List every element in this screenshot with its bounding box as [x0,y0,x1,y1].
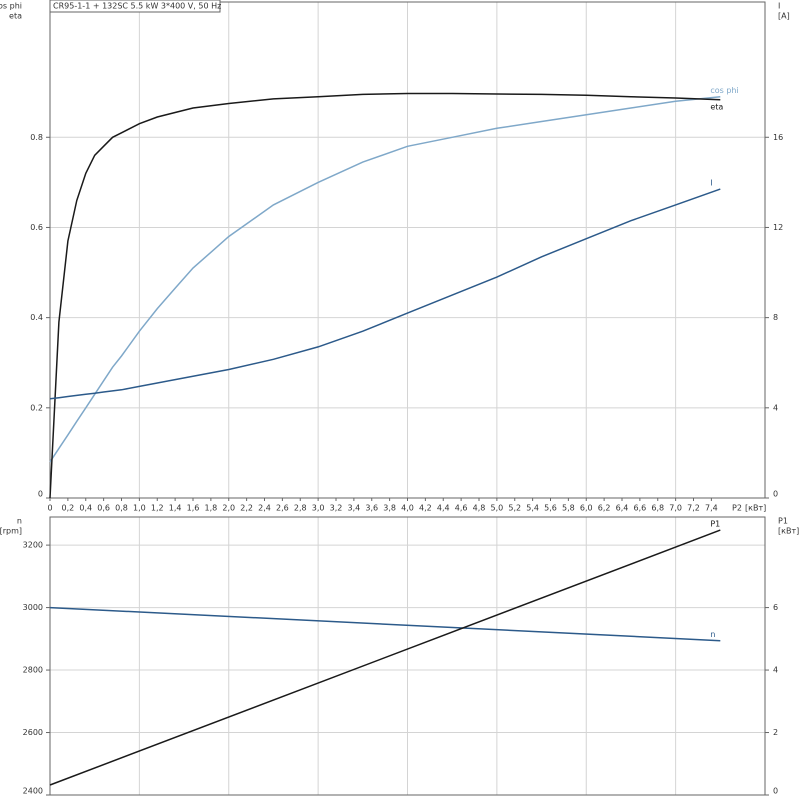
y-tick-label: 2800 [23,666,43,675]
y-tick-label: 2600 [23,728,43,737]
y-tick-label: 0.2 [30,403,43,412]
series-line [49,529,721,786]
x-tick-label: 1,6 [187,504,200,513]
x-tick-label: 7,0 [669,504,682,513]
chart-title: CR95-1-1 + 132SC 5.5 kW 3*400 V, 50 Hz [53,2,221,11]
y-tick-label: 0.4 [30,313,43,322]
x-tick-label: 5,4 [526,504,539,513]
y-tick-label: 3000 [23,603,43,612]
series-label: eta [710,102,723,111]
y2-tick-label: 8 [773,313,778,322]
y2-tick-label: 16 [773,133,783,142]
x-tick-label: 1,0 [133,504,146,513]
y-tick-label: 3200 [23,541,43,550]
x-tick-label: 2,6 [276,504,289,513]
x-tick-label: 4,8 [473,504,486,513]
y2-axis-label: P1 [778,517,788,526]
x-tick-label: 0,6 [97,504,110,513]
x-tick-label: 3,4 [348,504,361,513]
x-axis-label: [кВт] [745,504,766,513]
x-tick-label: 7,4 [705,504,718,513]
y2-tick-label: 4 [773,666,778,675]
x-tick-label: 0,8 [115,504,128,513]
x-tick-label: 3,8 [383,504,396,513]
series-label: n [710,630,715,639]
x-tick-label: 0 [47,504,52,513]
y-axis-label: cos phi [0,2,22,11]
x-tick-label: 2,4 [258,504,271,513]
x-tick-label: 3,6 [365,504,378,513]
x-tick-label: 0,2 [62,504,75,513]
x-tick-label: 5,8 [562,504,575,513]
x-tick-label: 4,6 [455,504,468,513]
y-axis-label: n [17,517,22,526]
x-axis-label: P2 [732,504,742,513]
title-box [49,0,221,13]
x-tick-label: 2,0 [222,504,235,513]
x-tick-label: 4,2 [419,504,432,513]
series-line [49,188,721,400]
y2-tick-label: 4 [773,403,778,412]
x-tick-label: 2,2 [240,504,253,513]
x-tick-label: 4,0 [401,504,414,513]
y2-axis-label: [A] [778,12,790,21]
x-tick-label: 4,4 [437,504,450,513]
y2-tick-label: 12 [773,223,783,232]
x-tick-label: 3,0 [312,504,325,513]
y-tick-label: 0.6 [30,223,43,232]
y2-axis-label: I [778,2,780,11]
x-tick-label: 1,8 [205,504,218,513]
series-line [49,95,721,463]
series-line [49,606,721,642]
plot-frame [49,516,766,796]
y-tick-label: 0.8 [30,133,43,142]
x-tick-label: 6,8 [651,504,664,513]
series-label: I [710,179,712,188]
x-tick-label: 5,2 [508,504,521,513]
series-line [49,92,721,499]
x-tick-label: 0,4 [79,504,92,513]
y2-tick-label: 6 [773,603,778,612]
x-tick-label: 1,2 [151,504,164,513]
x-tick-label: 5,0 [491,504,504,513]
y2-tick-label: 0 [773,787,778,796]
y-tick-label: 0 [38,490,43,499]
y-axis-label: [rpm] [0,527,22,536]
x-tick-label: 1,4 [169,504,182,513]
x-tick-label: 3,2 [330,504,343,513]
series-label: P1 [710,520,720,529]
x-tick-label: 2,8 [294,504,307,513]
x-tick-label: 5,6 [544,504,557,513]
x-tick-label: 6,2 [598,504,611,513]
y2-tick-label: 2 [773,728,778,737]
x-tick-label: 7,2 [687,504,700,513]
x-tick-label: 6,6 [634,504,647,513]
y-tick-label: 2400 [23,787,43,796]
x-tick-label: 6,4 [616,504,629,513]
y-axis-label: eta [9,12,22,21]
y2-axis-label: [кВт] [778,527,799,536]
series-label: cos phi [710,86,738,95]
y2-tick-label: 0 [773,490,778,499]
x-tick-label: 6,0 [580,504,593,513]
